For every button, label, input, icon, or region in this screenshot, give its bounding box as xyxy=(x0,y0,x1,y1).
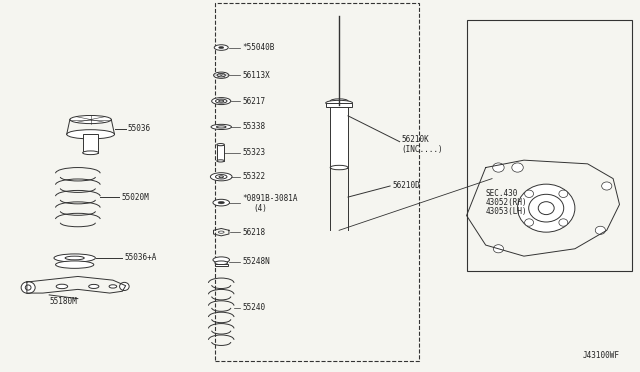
Ellipse shape xyxy=(330,165,348,170)
Ellipse shape xyxy=(211,173,232,181)
Ellipse shape xyxy=(120,282,129,291)
Ellipse shape xyxy=(212,97,231,105)
Ellipse shape xyxy=(216,126,226,128)
Text: 55020M: 55020M xyxy=(121,193,149,202)
Ellipse shape xyxy=(330,99,348,103)
Text: 55240: 55240 xyxy=(243,303,266,312)
Text: 56210D: 56210D xyxy=(393,182,420,190)
Ellipse shape xyxy=(525,219,534,226)
Ellipse shape xyxy=(493,163,504,172)
Ellipse shape xyxy=(525,190,534,198)
Ellipse shape xyxy=(518,184,575,232)
Bar xyxy=(330,101,348,167)
Ellipse shape xyxy=(216,99,227,103)
Ellipse shape xyxy=(512,163,524,172)
Ellipse shape xyxy=(217,144,225,146)
Ellipse shape xyxy=(54,254,95,262)
Ellipse shape xyxy=(211,124,232,129)
Ellipse shape xyxy=(559,219,568,226)
Ellipse shape xyxy=(602,182,612,190)
Ellipse shape xyxy=(218,201,225,204)
Text: 56113X: 56113X xyxy=(243,71,270,80)
Ellipse shape xyxy=(217,160,225,162)
Ellipse shape xyxy=(65,256,84,260)
Ellipse shape xyxy=(219,176,223,178)
Ellipse shape xyxy=(216,174,227,179)
Ellipse shape xyxy=(493,245,504,253)
Ellipse shape xyxy=(67,130,115,139)
Ellipse shape xyxy=(529,194,564,222)
Text: 55180M: 55180M xyxy=(49,297,77,306)
Ellipse shape xyxy=(595,226,605,234)
Ellipse shape xyxy=(70,115,111,124)
Bar xyxy=(83,134,99,153)
Bar xyxy=(215,3,419,361)
Text: 43052(RH): 43052(RH) xyxy=(486,198,527,207)
Text: (INC....): (INC....) xyxy=(401,145,443,154)
Ellipse shape xyxy=(83,151,99,155)
Ellipse shape xyxy=(217,74,225,77)
Ellipse shape xyxy=(538,202,554,215)
Ellipse shape xyxy=(213,257,230,263)
Ellipse shape xyxy=(214,72,229,78)
Text: 55036: 55036 xyxy=(127,124,150,133)
Text: 56217: 56217 xyxy=(243,97,266,106)
Text: 55323: 55323 xyxy=(243,148,266,157)
Ellipse shape xyxy=(219,46,224,49)
Text: 55036+A: 55036+A xyxy=(124,253,157,263)
Text: *55040B: *55040B xyxy=(243,43,275,52)
Ellipse shape xyxy=(89,285,99,288)
Text: 55338: 55338 xyxy=(243,122,266,131)
Ellipse shape xyxy=(21,282,35,294)
Ellipse shape xyxy=(56,261,94,268)
Ellipse shape xyxy=(215,261,228,264)
Text: (4): (4) xyxy=(253,203,267,213)
Text: SEC.430: SEC.430 xyxy=(486,189,518,198)
Ellipse shape xyxy=(219,100,224,102)
Text: 55248N: 55248N xyxy=(243,257,270,266)
Ellipse shape xyxy=(218,231,224,233)
Text: 56210K: 56210K xyxy=(401,135,429,144)
Bar xyxy=(217,145,225,161)
Ellipse shape xyxy=(214,45,228,50)
Ellipse shape xyxy=(326,100,353,106)
Ellipse shape xyxy=(559,190,568,198)
Bar xyxy=(326,103,353,107)
Text: 43053(LH): 43053(LH) xyxy=(486,207,527,217)
Text: *0891B-3081A: *0891B-3081A xyxy=(243,195,298,203)
Text: J43100WF: J43100WF xyxy=(582,350,620,359)
Bar xyxy=(215,263,228,266)
Text: 55322: 55322 xyxy=(243,172,266,181)
Ellipse shape xyxy=(109,285,116,288)
Text: 56218: 56218 xyxy=(243,228,266,237)
Ellipse shape xyxy=(213,199,230,206)
Ellipse shape xyxy=(56,284,68,289)
Bar xyxy=(467,20,632,271)
Ellipse shape xyxy=(26,285,31,290)
